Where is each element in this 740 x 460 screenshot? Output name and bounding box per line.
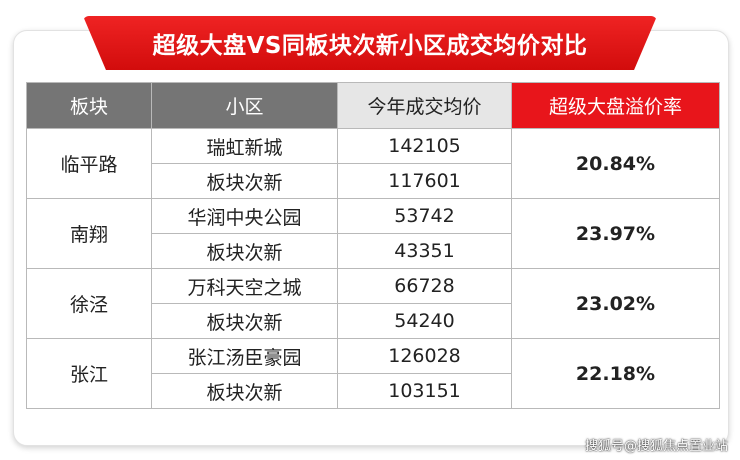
title-banner: 超级大盘VS同板块次新小区成交均价对比 [83,16,657,70]
header-avg-price: 今年成交均价 [337,82,512,129]
plate-cell: 临平路 [26,128,152,199]
community-cell: 板块次新 [151,373,338,409]
price-cell: 66728 [337,268,512,304]
community-cell: 板块次新 [151,233,338,269]
premium-cell: 20.84% [511,128,720,199]
table-row: 张江 张江汤臣豪园 126028 22.18% [26,338,720,409]
community-cell: 张江汤臣豪园 [151,338,338,374]
premium-cell: 23.02% [511,268,720,339]
price-comparison-table: 板块 小区 今年成交均价 超级大盘溢价率 临平路 瑞虹新城 142105 20.… [26,82,720,409]
premium-cell: 22.18% [511,338,720,409]
price-cell: 54240 [337,303,512,339]
price-cell: 53742 [337,198,512,234]
watermark-text: 搜狐号@搜狐焦点置业站 [584,439,728,454]
price-cell: 117601 [337,163,512,199]
table-row: 徐泾 万科天空之城 66728 23.02% [26,268,720,339]
header-plate: 板块 [26,82,152,129]
header-community: 小区 [151,82,338,129]
table-row: 板块次新 43351 [27,233,720,269]
premium-cell: 23.97% [511,198,720,269]
community-cell: 万科天空之城 [151,268,338,304]
plate-cell: 南翔 [26,198,152,269]
community-cell: 瑞虹新城 [151,128,338,164]
plate-cell: 张江 [26,338,152,409]
community-cell: 华润中央公园 [151,198,338,234]
community-cell: 板块次新 [151,163,338,199]
page-title: 超级大盘VS同板块次新小区成交均价对比 [152,33,588,59]
price-cell: 43351 [337,233,512,269]
community-cell: 板块次新 [151,303,338,339]
table-row: 板块次新 54240 [27,303,720,339]
table-row: 南翔 华润中央公园 53742 23.97% [26,198,720,269]
table-row: 临平路 瑞虹新城 142105 20.84% [26,128,720,199]
plate-cell: 徐泾 [26,268,152,339]
table-header-row: 板块 小区 今年成交均价 超级大盘溢价率 [26,82,720,129]
price-cell: 142105 [337,128,512,164]
table-row: 板块次新 103151 [27,373,720,409]
price-cell: 103151 [337,373,512,409]
header-premium-rate: 超级大盘溢价率 [511,82,720,129]
price-cell: 126028 [337,338,512,374]
